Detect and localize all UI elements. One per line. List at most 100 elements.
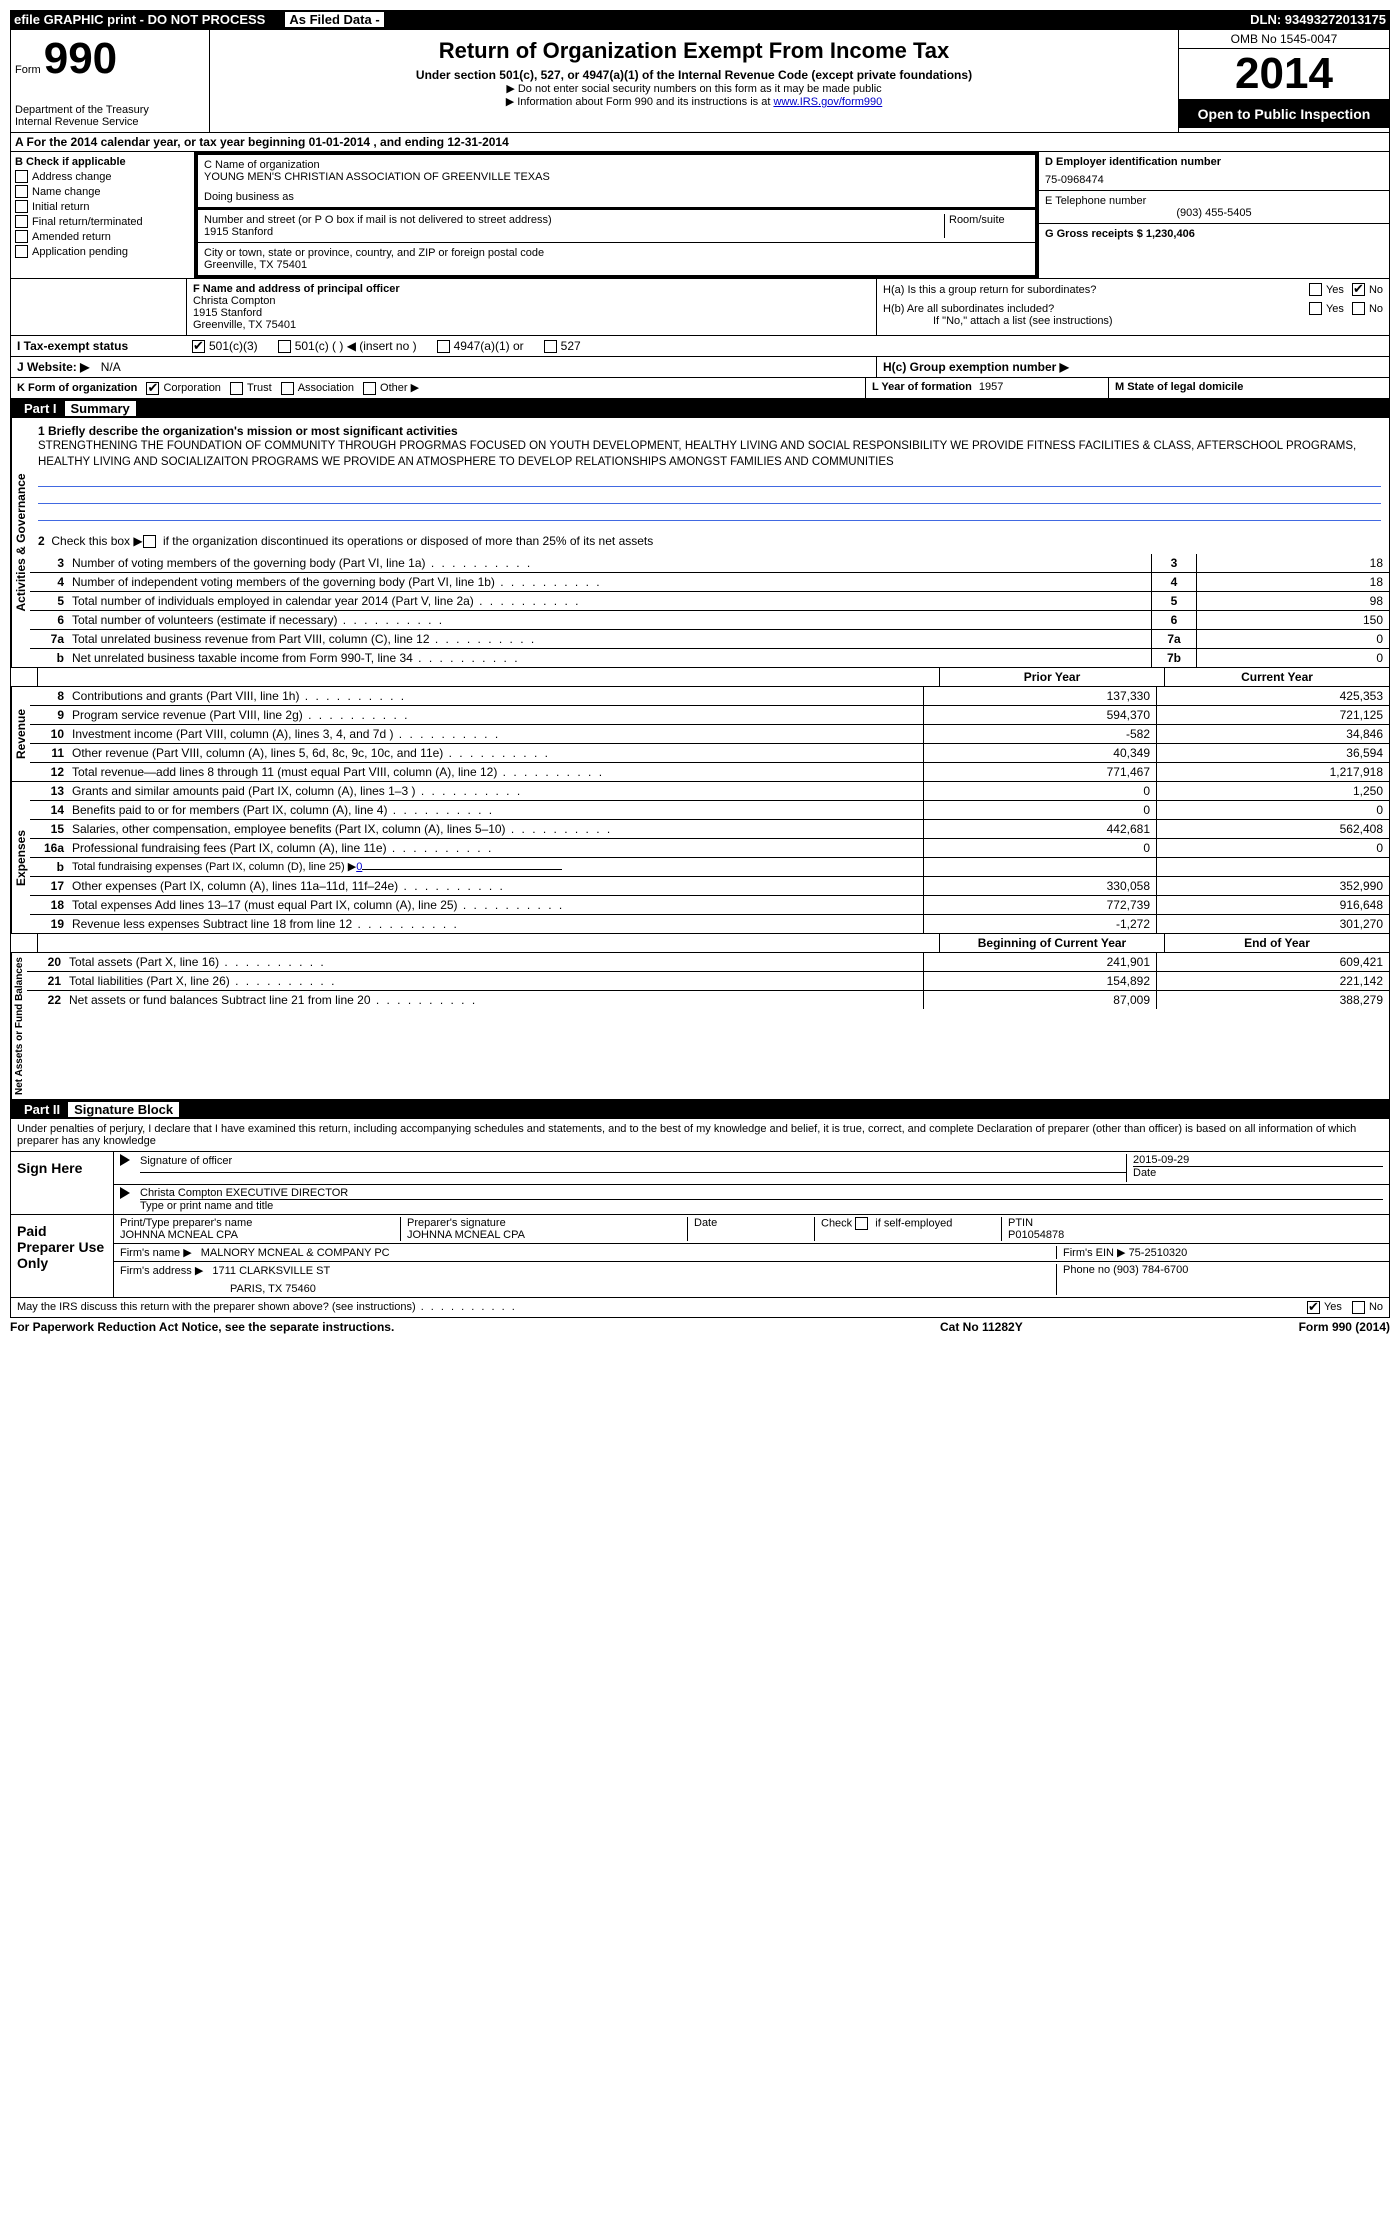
part2-num: Part II <box>16 1102 68 1117</box>
prep-sig: JOHNNA MCNEAL CPA <box>407 1229 687 1241</box>
chk-discontinued[interactable] <box>143 535 156 548</box>
footer-left: For Paperwork Reduction Act Notice, see … <box>10 1320 940 1334</box>
mission-text: STRENGTHENING THE FOUNDATION OF COMMUNIT… <box>38 438 1381 470</box>
chk-501c[interactable] <box>278 340 291 353</box>
form-number: 990 <box>44 34 117 83</box>
l-label: L Year of formation <box>872 381 972 393</box>
chk-527[interactable] <box>544 340 557 353</box>
summary-line: 5Total number of individuals employed in… <box>30 591 1389 610</box>
expense-line: 15Salaries, other compensation, employee… <box>30 819 1389 838</box>
part1-body: Activities & Governance 1 Briefly descri… <box>10 418 1390 1101</box>
as-filed: As Filed Data - <box>285 12 383 27</box>
j-value: N/A <box>101 360 121 374</box>
revenue-line: 8Contributions and grants (Part VIII, li… <box>30 687 1389 705</box>
efile-notice: efile GRAPHIC print - DO NOT PROCESS <box>14 12 265 27</box>
chk-assoc[interactable] <box>281 382 294 395</box>
part2-title: Signature Block <box>68 1102 179 1117</box>
tax-year: 2014 <box>1179 49 1389 100</box>
firm-addr1: 1711 CLARKSVILLE ST <box>212 1265 330 1277</box>
k-label: K Form of organization <box>17 382 137 394</box>
chk-pending[interactable] <box>15 245 28 258</box>
officer-city: Greenville, TX 75401 <box>193 319 870 331</box>
part1-num: Part I <box>16 401 65 416</box>
sig-officer-label: Signature of officer <box>140 1155 232 1167</box>
ha-yes[interactable] <box>1309 283 1322 296</box>
discuss-label: May the IRS discuss this return with the… <box>17 1301 1307 1314</box>
summary-line: 7aTotal unrelated business revenue from … <box>30 629 1389 648</box>
firm-addr2: PARIS, TX 75460 <box>230 1283 1056 1295</box>
form-label: Form <box>15 64 41 76</box>
chk-corp[interactable] <box>146 382 159 395</box>
chk-amended[interactable] <box>15 230 28 243</box>
date-label: Date <box>688 1217 815 1241</box>
net-label: Net Assets or Fund Balances <box>11 953 27 1099</box>
dba-label: Doing business as <box>204 191 1029 203</box>
col-d-ein: D Employer identification number 75-0968… <box>1039 152 1389 278</box>
chk-address[interactable] <box>15 170 28 183</box>
open-public: Open to Public Inspection <box>1179 100 1389 128</box>
hb-yes[interactable] <box>1309 302 1322 315</box>
section-klm: K Form of organization Corporation Trust… <box>10 378 1390 399</box>
ha-no[interactable] <box>1352 283 1365 296</box>
chk-other[interactable] <box>363 382 376 395</box>
chk-trust[interactable] <box>230 382 243 395</box>
header-mid: Return of Organization Exempt From Incom… <box>210 30 1179 132</box>
hb-note: If "No," attach a list (see instructions… <box>933 315 1383 327</box>
col-c-org-info: C Name of organization YOUNG MEN'S CHRIS… <box>195 152 1039 278</box>
exp-label: Expenses <box>11 782 30 933</box>
summary-line: 3Number of voting members of the governi… <box>30 554 1389 572</box>
header-right: OMB No 1545-0047 2014 Open to Public Ins… <box>1179 30 1389 132</box>
expense-line: 17Other expenses (Part IX, column (A), l… <box>30 876 1389 895</box>
prep-sig-label: Preparer's signature <box>407 1217 687 1229</box>
j-label: J Website: ▶ <box>17 360 89 374</box>
revenue-line: 9Program service revenue (Part VIII, lin… <box>30 705 1389 724</box>
sign-here-label: Sign Here <box>11 1152 114 1214</box>
netassets-line: 21Total liabilities (Part X, line 26)154… <box>27 971 1389 990</box>
ha-label: H(a) Is this a group return for subordin… <box>883 284 1309 296</box>
revenue-line: 12Total revenue—add lines 8 through 11 (… <box>30 762 1389 781</box>
line1-label: 1 Briefly describe the organization's mi… <box>38 424 1381 438</box>
ein: 75-0968474 <box>1045 174 1383 186</box>
form-header: Form 990 Department of the Treasury Inte… <box>10 29 1390 133</box>
officer-label: F Name and address of principal officer <box>193 283 870 295</box>
dln: DLN: 93493272013175 <box>384 12 1386 27</box>
ptin-label: PTIN <box>1008 1217 1383 1229</box>
chk-501c3[interactable] <box>192 340 205 353</box>
chk-final[interactable] <box>15 215 28 228</box>
expense-line: bTotal fundraising expenses (Part IX, co… <box>30 857 1389 876</box>
arrow-icon <box>120 1187 130 1199</box>
firm-ein: 75-2510320 <box>1129 1247 1188 1259</box>
city-label: City or town, state or province, country… <box>204 247 1029 259</box>
officer-street: 1915 Stanford <box>193 307 870 319</box>
irs-link[interactable]: www.IRS.gov/form990 <box>773 96 882 108</box>
chk-initial[interactable] <box>15 200 28 213</box>
line2: 2 Check this box ▶ if the organization d… <box>38 534 653 548</box>
ein-label: D Employer identification number <box>1045 156 1383 168</box>
revenue-line: 10Investment income (Part VIII, column (… <box>30 724 1389 743</box>
hb-no[interactable] <box>1352 302 1365 315</box>
phone: (903) 455-5405 <box>1045 207 1383 219</box>
form-title: Return of Organization Exempt From Incom… <box>214 38 1174 64</box>
expense-line: 18Total expenses Add lines 13–17 (must e… <box>30 895 1389 914</box>
room-label: Room/suite <box>944 214 1029 238</box>
l-value: 1957 <box>979 381 1003 393</box>
gov-label: Activities & Governance <box>11 418 30 668</box>
revenue-line: 11Other revenue (Part VIII, column (A), … <box>30 743 1389 762</box>
chk-name[interactable] <box>15 185 28 198</box>
section-j-hc: J Website: ▶ N/A H(c) Group exemption nu… <box>10 357 1390 378</box>
discuss-yes[interactable] <box>1307 1301 1320 1314</box>
street: 1915 Stanford <box>204 226 944 238</box>
officer-section: F Name and address of principal officer … <box>10 279 1390 336</box>
signature-block: Under penalties of perjury, I declare th… <box>10 1119 1390 1318</box>
hb-label: H(b) Are all subordinates included? <box>883 303 1309 315</box>
py-header: Prior Year <box>939 668 1164 686</box>
section-a: A For the 2014 calendar year, or tax yea… <box>10 133 1390 152</box>
discuss-no[interactable] <box>1352 1301 1365 1314</box>
boy-header: Beginning of Current Year <box>939 934 1164 952</box>
hc-label: H(c) Group exemption number ▶ <box>883 360 1069 374</box>
expense-line: 19Revenue less expenses Subtract line 18… <box>30 914 1389 933</box>
city: Greenville, TX 75401 <box>204 259 1029 271</box>
col-b-label: B Check if applicable <box>15 156 190 168</box>
chk-self-employed[interactable] <box>855 1217 868 1230</box>
chk-4947[interactable] <box>437 340 450 353</box>
